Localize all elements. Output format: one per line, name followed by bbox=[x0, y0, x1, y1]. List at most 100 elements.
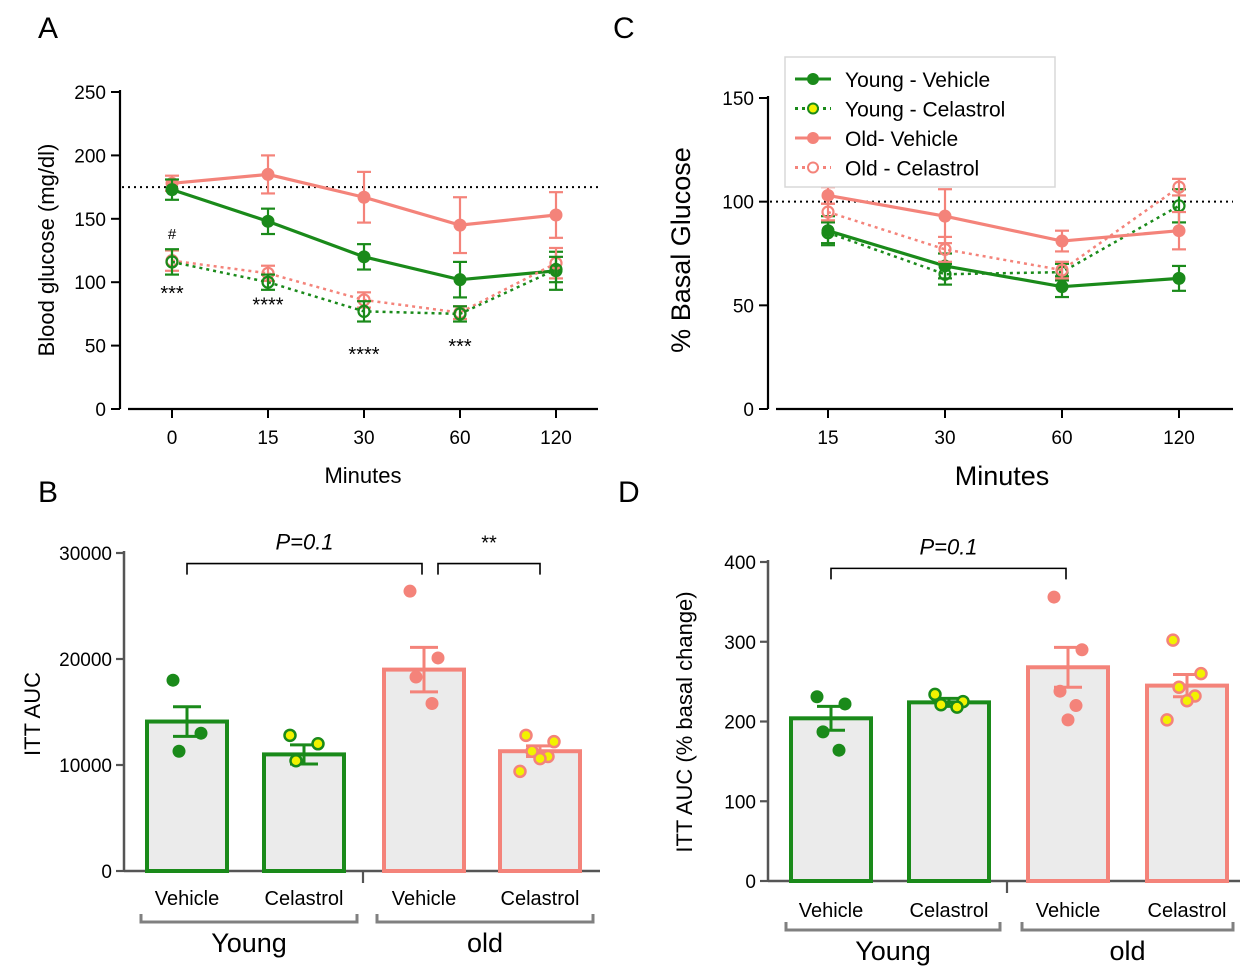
x-category-label: Vehicle bbox=[155, 888, 220, 910]
legend-label: Old- Vehicle bbox=[845, 128, 958, 151]
series-line bbox=[827, 204, 1180, 276]
data-point bbox=[1055, 280, 1069, 294]
bar-group-1 bbox=[145, 673, 229, 873]
x-tick-label: 120 bbox=[540, 428, 572, 449]
data-point bbox=[1180, 694, 1194, 708]
data-point bbox=[1160, 713, 1174, 727]
data-point bbox=[453, 218, 467, 232]
legend-label: Young - Vehicle bbox=[845, 69, 990, 92]
significance-annotation: *** bbox=[448, 336, 472, 358]
data-point bbox=[1172, 680, 1186, 694]
data-point bbox=[549, 208, 563, 222]
panel-letter-b: B bbox=[38, 476, 58, 509]
data-point bbox=[311, 737, 325, 751]
y-axis-label: % Basal Glucose bbox=[666, 147, 696, 353]
bar bbox=[262, 752, 346, 874]
data-point bbox=[283, 728, 297, 743]
data-point bbox=[533, 751, 547, 766]
legend-marker bbox=[807, 73, 819, 85]
data-point bbox=[453, 307, 467, 321]
x-category-label: Celastrol bbox=[910, 900, 989, 922]
x-category-label: Vehicle bbox=[392, 888, 457, 910]
x-category-label: Vehicle bbox=[799, 900, 864, 922]
significance-bracket bbox=[186, 562, 423, 575]
data-point bbox=[821, 205, 835, 219]
series-old-celastrol bbox=[821, 177, 1186, 280]
x-tick-label: 15 bbox=[817, 428, 838, 449]
data-point bbox=[928, 687, 942, 702]
bar bbox=[789, 716, 873, 883]
data-point bbox=[934, 698, 948, 712]
y-tick-label: 250 bbox=[74, 83, 106, 104]
data-point bbox=[357, 304, 371, 318]
data-point bbox=[357, 250, 371, 264]
legend-label: Young - Celastrol bbox=[845, 99, 1005, 122]
data-point bbox=[816, 725, 830, 739]
x-axis-label: Minutes bbox=[324, 463, 401, 488]
y-tick-label: 0 bbox=[101, 862, 112, 883]
series-old-vehicle bbox=[165, 154, 563, 255]
bar bbox=[1026, 665, 1110, 884]
data-point bbox=[165, 255, 179, 269]
bar-group-3 bbox=[1026, 590, 1110, 884]
x-tick-label: 60 bbox=[449, 428, 470, 449]
data-point bbox=[938, 242, 952, 256]
y-axis-label: Blood glucose (mg/dl) bbox=[34, 144, 59, 357]
data-point bbox=[1069, 699, 1083, 713]
panel-b-bar-chart: 0 10000 20000 30000 ITT AUC Vehicle Celastrol V… bbox=[20, 530, 600, 958]
data-point bbox=[261, 167, 275, 181]
x-category-label: Celastrol bbox=[1148, 900, 1227, 922]
significance-annotation: *** bbox=[160, 283, 184, 305]
y-tick-label: 100 bbox=[724, 792, 756, 813]
y-tick-label: 50 bbox=[85, 337, 106, 358]
data-point bbox=[403, 584, 417, 598]
bar bbox=[907, 700, 991, 883]
data-point bbox=[166, 673, 180, 687]
significance-annotation: **** bbox=[348, 344, 379, 366]
panel-letter-a: A bbox=[38, 12, 58, 45]
series-line bbox=[827, 229, 1180, 289]
x-category-label: Celastrol bbox=[265, 888, 344, 910]
bar bbox=[145, 719, 229, 873]
panel-letter-c: C bbox=[613, 12, 635, 45]
bar bbox=[382, 667, 466, 873]
data-point bbox=[832, 743, 846, 757]
data-point bbox=[261, 214, 275, 228]
bar-group-4 bbox=[1145, 633, 1229, 883]
bar-group-2 bbox=[262, 728, 346, 874]
y-tick-label: 150 bbox=[722, 89, 754, 110]
group-bracket bbox=[375, 914, 595, 924]
significance-label: P=0.1 bbox=[919, 534, 977, 559]
y-tick-label: 0 bbox=[95, 400, 106, 421]
data-point bbox=[821, 226, 835, 240]
y-tick-label: 300 bbox=[724, 633, 756, 654]
x-axis-label: Minutes bbox=[955, 461, 1050, 491]
y-tick-label: 20000 bbox=[59, 650, 112, 671]
panel-letter-d: D bbox=[618, 476, 640, 509]
data-point bbox=[1061, 713, 1075, 727]
x-tick-label: 60 bbox=[1051, 428, 1072, 449]
series-old-vehicle bbox=[821, 186, 1186, 253]
group-bracket bbox=[1020, 922, 1235, 932]
bar bbox=[498, 749, 582, 873]
panel-d-bar-chart: 0 100 200 300 400 ITT AUC (% basal change) Veh… bbox=[672, 534, 1240, 966]
group-label: Young bbox=[211, 928, 287, 958]
x-tick-label: 30 bbox=[353, 428, 374, 449]
data-point bbox=[431, 651, 445, 665]
data-point bbox=[525, 744, 539, 758]
bar-group-2 bbox=[907, 687, 991, 883]
data-point bbox=[938, 267, 952, 281]
y-tick-label: 400 bbox=[724, 553, 756, 574]
bar-group-3 bbox=[382, 584, 466, 873]
significance-label: ** bbox=[481, 533, 497, 555]
y-tick-label: 0 bbox=[743, 400, 754, 421]
data-point bbox=[513, 764, 527, 779]
data-point bbox=[425, 697, 439, 711]
data-point bbox=[1194, 666, 1208, 681]
series-young-vehicle bbox=[165, 178, 563, 299]
significance-bracket bbox=[437, 562, 541, 575]
significance-label: P=0.1 bbox=[275, 530, 333, 555]
data-point bbox=[547, 734, 561, 749]
data-point bbox=[950, 700, 964, 714]
group-bracket bbox=[784, 922, 1002, 932]
